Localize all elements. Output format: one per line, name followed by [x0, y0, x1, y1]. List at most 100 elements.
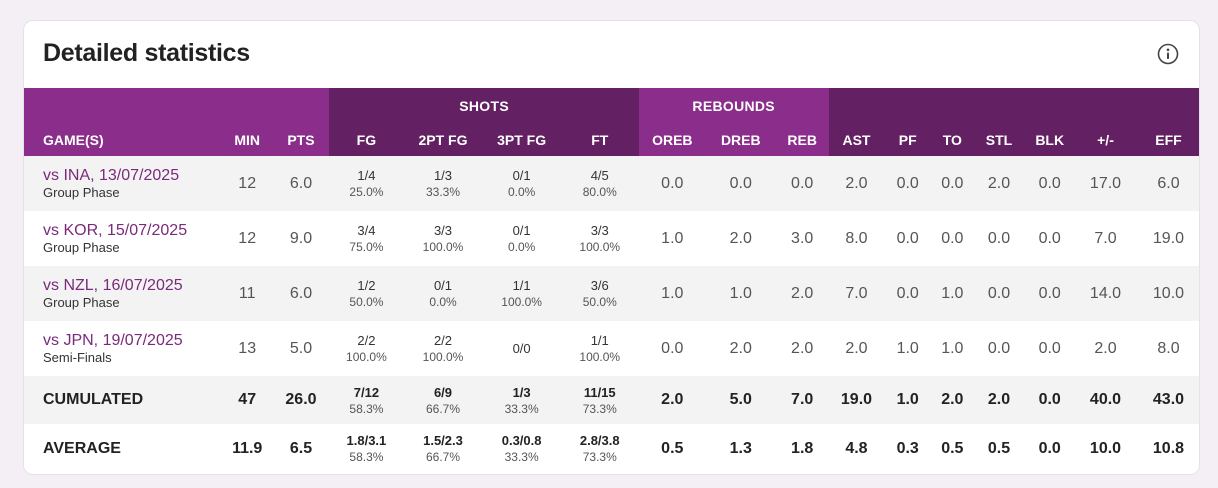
- ft-made: 11/15: [583, 384, 616, 400]
- cell-dreb: 2.0: [729, 339, 752, 357]
- ft-pct: 100.0%: [579, 350, 621, 364]
- cell-blk: 0.0: [1024, 424, 1076, 473]
- col-header-blk[interactable]: BLK: [1024, 123, 1076, 156]
- fg3-pct: 0.0%: [507, 240, 536, 254]
- game-link[interactable]: vs KOR, 15/07/2025: [43, 222, 188, 239]
- cell-blk: 0.0: [1024, 376, 1076, 424]
- ft-pct: 73.3%: [582, 450, 617, 464]
- detailed-statistics-card: Detailed statistics SHOTS REBOUNDS GAME(…: [23, 20, 1200, 475]
- col-header-oreb[interactable]: OREB: [638, 123, 706, 156]
- col-header-ft[interactable]: FT: [560, 123, 639, 156]
- cell-dreb: 5.0: [705, 376, 776, 424]
- fg3-pct: 100.0%: [501, 295, 542, 309]
- game-link[interactable]: vs JPN, 19/07/2025: [43, 332, 183, 349]
- game-cell: vs JPN, 19/07/2025 Semi-Finals: [24, 321, 222, 376]
- cell-pf: 0.0: [896, 229, 919, 247]
- table-row: vs NZL, 16/07/2025 Group Phase 11 6.0 1/…: [24, 266, 1199, 321]
- fg3-made: 1/3: [512, 384, 531, 400]
- ft-made: 4/5: [590, 168, 609, 183]
- cell-oreb: 2.0: [638, 376, 706, 424]
- group-header-empty: [24, 88, 330, 123]
- fg2-made: 1.5/2.3: [423, 433, 463, 448]
- cell-fg: 1.8/3.1 58.3%: [329, 424, 404, 473]
- game-link[interactable]: vs INA, 13/07/2025: [43, 167, 180, 184]
- cell-reb: 0.0: [775, 156, 829, 211]
- col-header-fg[interactable]: FG: [329, 123, 404, 156]
- group-header-empty-right: [828, 88, 1199, 123]
- col-header-stl[interactable]: STL: [973, 123, 1025, 156]
- cell-fg: 2/2 100.0%: [329, 321, 403, 376]
- cell-pts: 9.0: [289, 229, 313, 247]
- col-header-to[interactable]: TO: [931, 123, 974, 156]
- col-header-pts[interactable]: PTS: [272, 123, 330, 156]
- cell-ft: 3/3 100.0%: [561, 211, 639, 266]
- average-row: AVERAGE 11.9 6.5 1.8/3.1 58.3% 1.5/2.3 66.…: [24, 424, 1199, 473]
- cell-3pt-fg: 0/1 0.0%: [483, 211, 561, 266]
- game-link[interactable]: vs NZL, 16/07/2025: [43, 277, 183, 294]
- col-header-pf[interactable]: PF: [884, 123, 932, 156]
- ft-made: 1/1: [590, 333, 609, 348]
- fg2-made: 2/2: [433, 333, 453, 348]
- fg2-made: 3/3: [433, 223, 453, 238]
- cell-pf: 0.0: [884, 156, 932, 211]
- col-header-eff[interactable]: EFF: [1135, 123, 1199, 156]
- col-header-plus-minus[interactable]: +/-: [1075, 123, 1136, 156]
- cell-ast: 7.0: [828, 266, 885, 321]
- cell-ast: 4.8: [828, 424, 885, 473]
- table-row: vs INA, 13/07/2025 Group Phase 12 6.0 1/…: [24, 156, 1199, 211]
- fg2-made: 0/1: [433, 278, 453, 293]
- cell-min: 47: [221, 376, 273, 424]
- col-header-2pt-fg[interactable]: 2PT FG: [403, 123, 483, 156]
- col-header-game[interactable]: GAME(S): [24, 123, 222, 156]
- cell-stl: 2.0: [973, 156, 1025, 211]
- col-header-reb[interactable]: REB: [775, 123, 829, 156]
- fg2-pct: 66.7%: [425, 401, 461, 416]
- cell-eff: 10.0: [1135, 266, 1199, 321]
- cell-fg: 3/4 75.0%: [329, 211, 403, 266]
- cell-pf: 0.3: [884, 424, 932, 473]
- cell-2pt-fg: 0/1 0.0%: [403, 266, 483, 321]
- fg-made: 1/4: [357, 168, 376, 183]
- cell-dreb: 1.0: [705, 266, 776, 321]
- col-header-dreb[interactable]: DREB: [705, 123, 776, 156]
- cell-stl: 0.0: [973, 266, 1025, 321]
- fg3-made: 0/1: [512, 223, 531, 238]
- fg3-pct: 0.0%: [507, 185, 536, 199]
- fg2-pct: 66.7%: [425, 450, 461, 464]
- cell-oreb: 1.0: [638, 266, 706, 321]
- col-header-3pt-fg[interactable]: 3PT FG: [482, 123, 561, 156]
- fg-pct: 58.3%: [349, 401, 384, 416]
- game-phase: Group Phase: [43, 185, 120, 200]
- fg2-pct: 0.0%: [429, 295, 457, 309]
- cell-2pt-fg: 3/3 100.0%: [403, 211, 482, 266]
- game-phase: Group Phase: [43, 240, 120, 255]
- cell-blk: 0.0: [1038, 229, 1061, 247]
- ft-pct: 50.0%: [582, 295, 617, 309]
- cell-pts: 6.5: [272, 424, 330, 473]
- cell-3pt-fg: 0/0: [483, 321, 561, 376]
- cell-plus-minus: 10.0: [1075, 424, 1136, 473]
- cell-ft: 4/5 80.0%: [560, 156, 639, 211]
- col-header-min[interactable]: MIN: [221, 123, 273, 156]
- fg-pct: 100.0%: [346, 350, 387, 364]
- fg2-made: 1/3: [433, 168, 453, 183]
- cell-pf: 0.0: [884, 266, 932, 321]
- ft-pct: 73.3%: [582, 401, 617, 416]
- cell-dreb: 2.0: [729, 229, 752, 247]
- cell-min: 13: [238, 339, 257, 357]
- group-header-row: SHOTS REBOUNDS: [24, 88, 1199, 123]
- cell-plus-minus: 7.0: [1094, 229, 1117, 247]
- cell-2pt-fg: 1.5/2.3 66.7%: [403, 424, 483, 473]
- cell-pts: 6.0: [272, 156, 330, 211]
- cell-ft: 11/15 73.3%: [560, 376, 639, 424]
- cell-eff: 8.0: [1157, 339, 1180, 357]
- cell-plus-minus: 2.0: [1094, 339, 1117, 357]
- cell-to: 1.0: [941, 339, 964, 357]
- info-icon[interactable]: [1157, 43, 1179, 65]
- ft-made: 3/6: [590, 278, 609, 293]
- ft-made: 3/3: [590, 223, 609, 238]
- fg3-made: 0/0: [512, 341, 531, 356]
- col-header-ast[interactable]: AST: [828, 123, 885, 156]
- cell-ast: 19.0: [828, 376, 885, 424]
- fg-pct: 25.0%: [349, 185, 384, 199]
